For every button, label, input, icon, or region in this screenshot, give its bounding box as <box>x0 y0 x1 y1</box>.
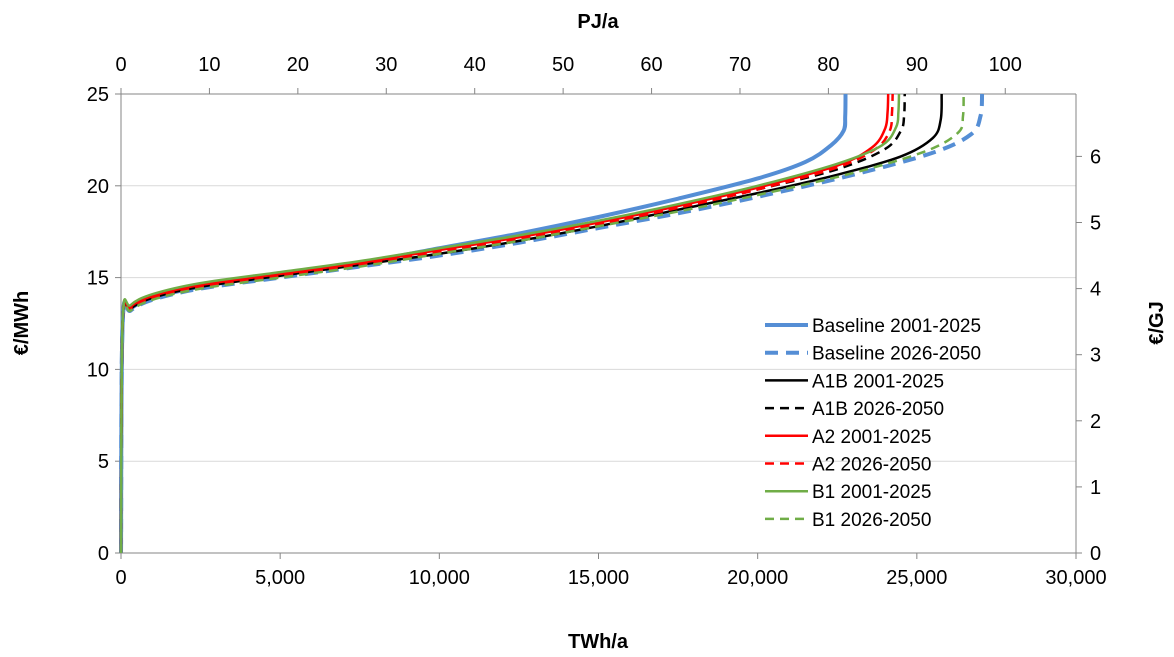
legend-label-7: B1 2026-2050 <box>812 510 931 531</box>
legend-label-2: A1B 2001-2025 <box>812 371 944 392</box>
x-tick-label-2: 10,000 <box>409 567 470 589</box>
y-tick-label-4: 20 <box>87 176 109 198</box>
legend-label-0: Baseline 2001-2025 <box>812 316 981 337</box>
y-tick-label-1: 5 <box>98 451 109 473</box>
legend: Baseline 2001-2025 Baseline 2026-2050 A1B … <box>765 316 981 531</box>
x2-tick-label-4: 40 <box>464 54 486 76</box>
x-tick-label-1: 5,000 <box>255 567 305 589</box>
x2-tick-label-2: 20 <box>287 54 309 76</box>
y2-tick-label-2: 2 <box>1090 411 1101 433</box>
x2-tick-label-0: 0 <box>115 54 126 76</box>
x-tick-label-4: 20,000 <box>727 567 788 589</box>
y2-tick-label-5: 5 <box>1090 212 1101 234</box>
legend-label-6: B1 2001-2025 <box>812 482 931 503</box>
x-tick-label-5: 25,000 <box>886 567 947 589</box>
y-tick-label-2: 10 <box>87 359 109 381</box>
x-axis-title: TWh/a <box>568 631 629 653</box>
legend-label-5: A2 2026-2050 <box>812 455 931 476</box>
x-tick-label-6: 30,000 <box>1045 567 1106 589</box>
series-line-7 <box>119 93 965 554</box>
y2-tick-label-6: 6 <box>1090 146 1101 168</box>
y2-axis-title: €/GJ <box>1146 301 1168 344</box>
legend-label-1: Baseline 2026-2050 <box>812 344 981 365</box>
x2-axis-title: PJ/a <box>577 11 619 33</box>
y-tick-label-3: 15 <box>87 268 109 290</box>
x2-tick-label-5: 50 <box>552 54 574 76</box>
legend-label-4: A2 2001-2025 <box>812 427 931 448</box>
series-line-6 <box>119 93 901 554</box>
series-line-0 <box>119 93 848 554</box>
x2-tick-label-10: 100 <box>989 54 1022 76</box>
y2-tick-label-3: 3 <box>1090 345 1101 367</box>
y-tick-label-5: 25 <box>87 84 109 106</box>
x2-tick-label-7: 70 <box>729 54 751 76</box>
y2-tick-label-4: 4 <box>1090 279 1101 301</box>
y-tick-label-0: 0 <box>98 543 109 565</box>
series-lines <box>119 93 985 554</box>
x2-tick-label-1: 10 <box>198 54 220 76</box>
legend-label-3: A1B 2026-2050 <box>812 399 944 420</box>
series-line-4 <box>119 93 890 554</box>
y-axis-title: €/MWh <box>11 291 33 355</box>
x2-tick-label-3: 30 <box>375 54 397 76</box>
x2-tick-label-8: 80 <box>817 54 839 76</box>
x2-tick-label-6: 60 <box>640 54 662 76</box>
y2-tick-label-0: 0 <box>1090 543 1101 565</box>
x2-tick-label-9: 90 <box>906 54 928 76</box>
x-tick-label-0: 0 <box>115 567 126 589</box>
x-tick-label-3: 15,000 <box>568 567 629 589</box>
y2-tick-label-1: 1 <box>1090 477 1101 499</box>
gridlines <box>121 185 1076 462</box>
